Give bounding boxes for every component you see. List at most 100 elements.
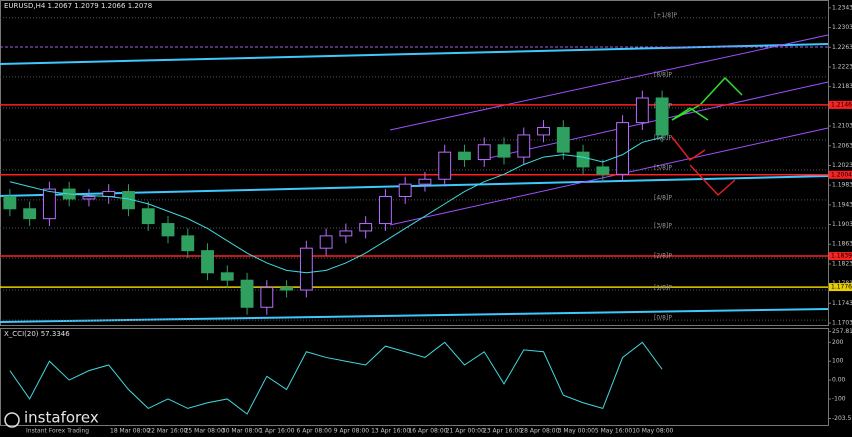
y-tick-label: 1.2223 [832, 63, 852, 70]
y-tick-label: 1.2263 [832, 44, 852, 51]
candle-body [141, 208, 155, 225]
murray-label: [5/8]P [654, 164, 672, 171]
y-tick-label: -100 [832, 395, 846, 402]
y-tick-label: 200 [832, 339, 844, 346]
candle-body [181, 235, 195, 252]
candle-body [260, 287, 274, 308]
candle-body [517, 134, 531, 158]
murray-label: [+1/8]P [654, 12, 677, 19]
y-tick-label: 1.2023 [832, 162, 852, 169]
main-frame [0, 0, 829, 326]
candle-body [616, 122, 630, 175]
x-tick-label: 5 May 16:00 [595, 428, 633, 435]
x-tick-label: 6 Apr 08:00 [297, 428, 332, 435]
logo: instaforex Instant Forex Trading [4, 409, 99, 435]
y-tick-label: 1.1983 [832, 182, 852, 189]
candle-body [596, 166, 610, 175]
candle-body [3, 195, 17, 210]
y-tick-label: 1.1823 [832, 260, 852, 267]
candle-body [240, 279, 254, 308]
moving-average [9, 136, 663, 274]
murray-label: [4/8]P [654, 194, 672, 201]
candle-body [319, 235, 333, 249]
level-tag [829, 283, 852, 292]
y-tick-label: 1.1943 [832, 201, 852, 208]
y-tick-label: 257.812 [832, 328, 852, 335]
x-tick-label: 13 Apr 16:00 [371, 428, 410, 435]
x-tick-label: 23 Apr 16:00 [483, 428, 522, 435]
y-tick-label: 1.2343 [832, 4, 852, 11]
y-tick-label: 1.1863 [832, 241, 852, 248]
channel-line [479, 81, 829, 161]
murray-label: [8/8]P [654, 71, 672, 78]
y-tick-label: 1.1703 [832, 320, 852, 327]
candle-body [635, 97, 649, 124]
murray-label: [6/8]P [654, 134, 672, 141]
y-tick-label: 1.1903 [832, 221, 852, 228]
x-tick-label: 1 Apr 16:00 [259, 428, 294, 435]
candle-body [378, 195, 392, 225]
candle-body [23, 208, 37, 220]
candle-body [655, 97, 669, 136]
x-tick-label: 9 Apr 08:00 [334, 428, 369, 435]
level-label: 1.1839 [831, 253, 852, 260]
candle-body [161, 223, 175, 237]
level-label: 1.2004 [831, 171, 852, 178]
channel-line [389, 34, 829, 131]
level-tag [829, 252, 852, 261]
trend-line [0, 175, 829, 197]
level-label: 1.1776 [831, 284, 852, 291]
x-tick-label: 22 Mar 16:00 [147, 428, 187, 435]
arrow-down [671, 136, 706, 162]
y-tick-label: 1.2103 [832, 123, 852, 130]
y-tick-label: 1.2063 [832, 142, 852, 149]
level-tag [829, 170, 852, 179]
channel-line [389, 127, 829, 226]
level-label: 1.2146 [831, 101, 852, 108]
header: EURUSD,H4 1.2067 1.2079 1.2066 1.2078 [4, 2, 152, 10]
x-tick-label: 30 Mar 08:00 [222, 428, 262, 435]
y-tick-label: 1.2303 [832, 24, 852, 31]
candle-body [102, 191, 116, 197]
x-tick-label: 3 May 00:00 [558, 428, 596, 435]
x-tick-label: 21 Apr 00:00 [446, 428, 485, 435]
murray-label: [1/8]P [654, 285, 672, 292]
sub-frame [0, 328, 829, 426]
indicator-title: X_CCI(20) 57.3346 [4, 330, 70, 338]
y-tick-label: 1.1743 [832, 300, 852, 307]
candle-body [42, 188, 56, 220]
candle-body [398, 183, 412, 197]
candle-body [201, 250, 214, 274]
x-tick-label: 16 Apr 08:00 [408, 428, 447, 435]
candle-body [477, 144, 491, 161]
y-tick-label: 1.2183 [832, 83, 852, 90]
candle-body [576, 151, 590, 168]
x-tick-label: 25 Mar 08:00 [185, 428, 225, 435]
level-tag [829, 100, 852, 109]
y-tick-label: 100 [832, 358, 844, 365]
murray-label: [3/8]P [654, 222, 672, 229]
candle-body [280, 287, 294, 291]
candle-body [359, 223, 373, 232]
arrow-up [671, 76, 743, 121]
candle-body [537, 127, 550, 136]
candle-body [299, 247, 313, 291]
candle-body [220, 272, 234, 281]
candle-body [339, 230, 353, 237]
candle-body [418, 178, 432, 185]
candle-body [497, 144, 511, 158]
murray-label: [0/8]P [654, 315, 672, 322]
candle-body [438, 151, 452, 180]
y-tick-label: -203.517 [832, 415, 852, 422]
candle-body [82, 195, 96, 200]
logo-brand: instaforex [24, 409, 99, 427]
candle-body [458, 151, 471, 161]
y-tick-label: 0.00 [832, 377, 846, 384]
x-tick-label: 10 May 08:00 [632, 428, 673, 435]
candle-body [556, 127, 570, 153]
cci-line [9, 341, 663, 415]
logo-icon [4, 412, 20, 428]
